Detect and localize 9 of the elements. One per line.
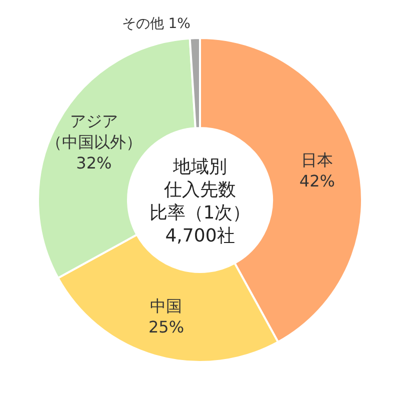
slice-label: 中国	[150, 296, 182, 316]
data-label: 32%	[76, 154, 112, 173]
data-label: 42%	[299, 171, 335, 190]
data-label: 25%	[148, 318, 184, 337]
slice-label: その他 1%	[122, 16, 190, 32]
slice-label: アジア（中国以外）	[46, 112, 142, 152]
text: 4,700社	[165, 226, 235, 246]
slice-label: 日本	[301, 150, 334, 170]
text: 地域別仕入先数比率（1次）	[149, 156, 251, 224]
